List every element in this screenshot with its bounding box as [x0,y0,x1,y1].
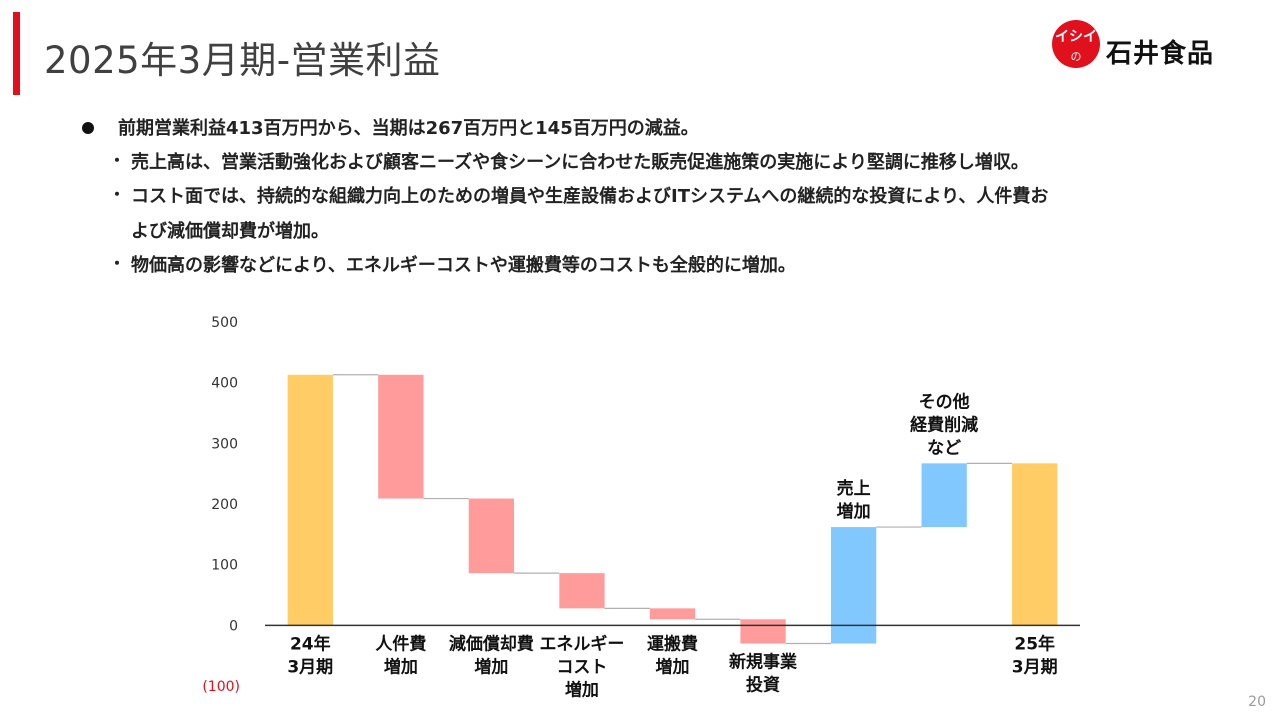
bar-category-label-line: 新規事業 [729,652,797,673]
sub-bullet-dot-icon: ・ [109,253,126,273]
bar-category-label: 運搬費増加 [647,633,698,677]
bar-decrease [740,619,786,644]
bar-category-label: 25年 3月期 [1012,633,1058,677]
sub-bullet-dot-icon: ・ [109,151,126,171]
bar-category-label-line: その他 [919,391,970,412]
bar-increase [830,527,877,644]
bar-category-label-line: 減価償却費 [449,633,534,654]
y-tick-label: 500 [211,315,238,331]
bar-category-label: エネルギーコスト増加 [539,634,624,700]
bar-decrease [649,608,696,620]
bar-increase [921,463,967,528]
main-bullet: 前期営業利益413百万円から、当期は267百万円と145百万円の減益。 [80,112,1220,146]
logo-circle-text-1: イシイ [1055,29,1097,45]
waterfall-chart: 500 400 300 200 100 0 (100) 24年 3月期 人件費増加 減価償却費増加エ… [0,300,1120,714]
sub-bullet-text: コスト面では、持続的な組織力向上のための増員や生産設備およびITシステムへの継続… [131,186,1049,208]
bar-category-label-line: 増加 [565,679,599,700]
bar-category-label: その他経費削減など [910,391,978,458]
bar-category-label-line: 売上 [837,478,871,499]
bar-category-label: 新規事業投資 [729,652,797,696]
bar-category-label: 人件費増加 [375,633,426,677]
y-tick-label: 400 [211,376,238,392]
slide-title: 2025年3月期-営業利益 [44,39,441,82]
sub-bullet-text: 物価高の影響などにより、エネルギーコストや運搬費等のコストも全般的に増加。 [131,254,796,276]
page-number: 20 [1248,694,1266,710]
bar-decrease [559,573,605,609]
sub-bullet-text: よび減価償却費が増加。 [131,220,329,242]
bullet-list: 前期営業利益413百万円から、当期は267百万円と145百万円の減益。 ・ 売上… [80,112,1220,283]
y-tick-label: (100) [202,679,240,695]
main-bullet-text: 前期営業利益413百万円から、当期は267百万円と145百万円の減益。 [118,118,699,139]
bar-category-label-line: 3月期 [1012,657,1058,677]
sub-bullet: ・ コスト面では、持続的な組織力向上のための増員や生産設備およびITシステムへの… [80,180,1220,214]
bullet-dot-icon [82,122,94,134]
y-tick-label: 0 [229,618,238,634]
bar-category-label: 売上増加 [837,478,871,522]
bar-category-label-line: エネルギー [539,634,624,654]
y-tick-label: 100 [211,558,238,574]
title-accent-bar [13,12,20,95]
bar-decrease [378,374,424,499]
sub-bullet-text: 売上高は、営業活動強化および顧客ニーズや食シーンに合わせた販売促進施策の実施によ… [131,152,1029,174]
bar-category-label-line: 増加 [474,656,508,677]
bar-category-label-line: 24年 [290,633,331,654]
bar-category-label: 減価償却費増加 [449,633,534,677]
bar-category-label-line: 増加 [837,501,871,522]
bar-category-label-line: 25年 [1014,633,1055,654]
bar-category-label-line: 投資 [746,675,780,696]
bar-category-label-line: 増加 [656,656,690,677]
bar-decrease [468,498,515,574]
sub-bullet-dot-icon: ・ [109,185,126,205]
bar-category-label-line: 増加 [384,656,418,677]
bar-category-label-line: など [927,438,961,458]
bar-category-label-line: 3月期 [287,657,333,677]
sub-bullet: ・ 物価高の影響などにより、エネルギーコストや運搬費等のコストも全般的に増加。 [80,249,1220,283]
bar-total [287,374,333,626]
bar-category-label: 24年 3月期 [287,633,333,677]
company-logo: イシイ の 石井食品 [1046,16,1266,76]
y-tick-label: 200 [211,497,238,513]
bar-category-label-line: 人件費 [375,633,426,654]
bar-category-label-line: 経費削減 [910,414,978,435]
bar-total [1012,463,1058,626]
bar-category-label-line: 運搬費 [647,633,698,654]
bar-category-label-line: コスト [556,657,607,677]
logo-circle-text-2: の [1071,50,1082,63]
logo-wordmark: 石井食品 [1105,38,1214,69]
y-tick-label: 300 [211,436,238,452]
sub-bullet: ・ 売上高は、営業活動強化および顧客ニーズや食シーンに合わせた販売促進施策の実施… [80,146,1220,180]
sub-bullet-continuation: よび減価償却費が増加。 [80,215,1220,249]
